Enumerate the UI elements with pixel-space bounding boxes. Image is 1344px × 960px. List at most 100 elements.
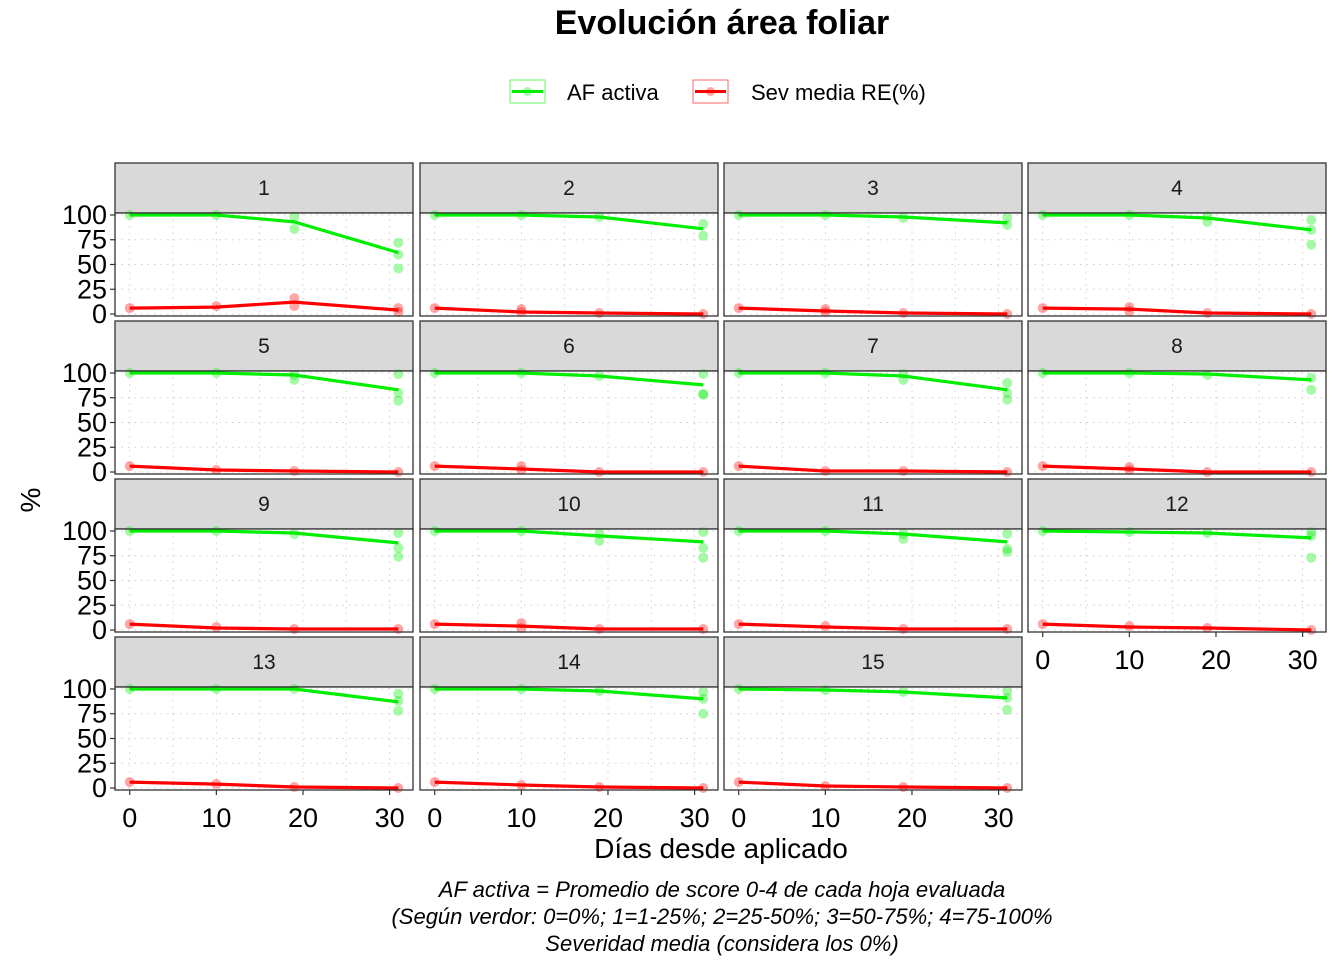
af-point bbox=[698, 552, 709, 563]
panel-border bbox=[419, 528, 719, 633]
legend: AF activa Sev media RE(%) bbox=[509, 79, 926, 105]
x-tick-label: 20 bbox=[897, 803, 927, 833]
y-tick-label: 75 bbox=[77, 383, 107, 413]
facet-panel-7: 7 bbox=[723, 320, 1023, 478]
facet-strip bbox=[114, 478, 414, 530]
facet-strip bbox=[723, 162, 1023, 214]
facet-panel-10: 10 bbox=[419, 478, 719, 635]
panel-background bbox=[724, 529, 1022, 632]
af-mean-line bbox=[738, 529, 1008, 544]
y-tick-label: 50 bbox=[77, 724, 107, 754]
af-point bbox=[393, 705, 404, 716]
x-tick-label: 10 bbox=[506, 803, 536, 833]
x-axis-title: Días desde aplicado bbox=[594, 833, 848, 864]
facet-panel-15: 15 0 10 20 30 bbox=[723, 636, 1023, 833]
facet-strip-label: 1 bbox=[258, 177, 270, 200]
sev-mean-line bbox=[738, 464, 1008, 474]
facet-strip bbox=[114, 162, 414, 214]
x-tick-label: 10 bbox=[1114, 645, 1144, 675]
facet-strip-label: 11 bbox=[862, 493, 884, 516]
facet-panel-2: 2 bbox=[419, 162, 719, 320]
panel-background bbox=[1028, 529, 1326, 632]
facet-strip-label: 5 bbox=[258, 335, 270, 358]
af-point bbox=[698, 230, 709, 241]
sev-mean-line bbox=[738, 780, 1008, 790]
facet-panel-3: 3 bbox=[723, 162, 1023, 320]
af-mean-line bbox=[1042, 371, 1312, 382]
x-tick-label: 30 bbox=[680, 803, 710, 833]
caption-line-3: Severidad media (considera los 0%) bbox=[545, 931, 898, 956]
x-tick-label: 10 bbox=[201, 803, 231, 833]
sev-mean-line bbox=[129, 464, 399, 474]
panel-background bbox=[115, 213, 413, 316]
af-point bbox=[1002, 377, 1013, 388]
caption-line-1: AF activa = Promedio de score 0-4 de cad… bbox=[437, 877, 1005, 902]
facet-strip-label: 8 bbox=[1171, 335, 1183, 358]
af-mean-line bbox=[129, 687, 399, 704]
sev-mean-line bbox=[1042, 622, 1312, 632]
af-mean-line bbox=[129, 371, 399, 392]
y-tick-label: 100 bbox=[62, 516, 107, 546]
sev-mean-line bbox=[434, 464, 704, 474]
y-tick-label: 75 bbox=[77, 225, 107, 255]
x-tick-label: 20 bbox=[1201, 645, 1231, 675]
af-point bbox=[289, 211, 300, 222]
af-point bbox=[1002, 685, 1013, 696]
af-point bbox=[1002, 394, 1013, 405]
y-tick-label: 25 bbox=[77, 274, 107, 304]
x-tick-label: 20 bbox=[593, 803, 623, 833]
panel-background bbox=[420, 371, 718, 474]
y-tick-label: 25 bbox=[77, 432, 107, 462]
facet-strip-label: 10 bbox=[557, 493, 580, 516]
af-point bbox=[1306, 530, 1317, 541]
panel-border bbox=[419, 686, 719, 791]
facet-panel-8: 8 bbox=[1027, 320, 1327, 478]
af-mean-line bbox=[1042, 529, 1312, 540]
af-point bbox=[393, 237, 404, 248]
x-tick-label: 30 bbox=[984, 803, 1014, 833]
sev-mean-line bbox=[738, 622, 1008, 631]
y-axis-title: % bbox=[15, 488, 46, 513]
facet-strip bbox=[114, 320, 414, 372]
af-point bbox=[289, 374, 300, 385]
y-tick-label: 0 bbox=[92, 457, 107, 487]
panel-border bbox=[723, 686, 1023, 791]
af-point bbox=[1306, 384, 1317, 395]
legend-label-sev: Sev media RE(%) bbox=[751, 80, 926, 105]
y-tick-label: 100 bbox=[62, 358, 107, 388]
panel-background bbox=[115, 687, 413, 790]
facet-strip-label: 13 bbox=[252, 651, 275, 674]
panel-background bbox=[1028, 213, 1326, 316]
sev-mean-line bbox=[129, 300, 399, 312]
panel-background bbox=[420, 687, 718, 790]
sev-mean-line bbox=[434, 306, 704, 316]
panel-border bbox=[419, 212, 719, 317]
legend-item-sev: Sev media RE(%) bbox=[692, 79, 926, 105]
x-tick-label: 10 bbox=[810, 803, 840, 833]
facet-panel-6: 6 bbox=[419, 320, 719, 478]
panel-background bbox=[420, 213, 718, 316]
facet-panel-11: 11 bbox=[723, 478, 1023, 635]
af-mean-line bbox=[434, 213, 704, 231]
af-point bbox=[393, 527, 404, 538]
y-tick-label: 100 bbox=[62, 674, 107, 704]
af-point bbox=[393, 551, 404, 562]
af-mean-line bbox=[738, 213, 1008, 225]
panel-background bbox=[420, 529, 718, 632]
af-point bbox=[698, 388, 709, 399]
y-tick-label: 25 bbox=[77, 748, 107, 778]
af-point bbox=[698, 686, 709, 697]
facet-panel-14: 14 0 10 20 30 bbox=[419, 636, 719, 833]
panel-border bbox=[723, 370, 1023, 475]
sev-mean-line bbox=[434, 622, 704, 631]
panel-border bbox=[419, 370, 719, 475]
y-tick-label: 100 bbox=[62, 200, 107, 230]
x-tick-label: 0 bbox=[1035, 645, 1050, 675]
legend-point-sev bbox=[706, 87, 715, 96]
